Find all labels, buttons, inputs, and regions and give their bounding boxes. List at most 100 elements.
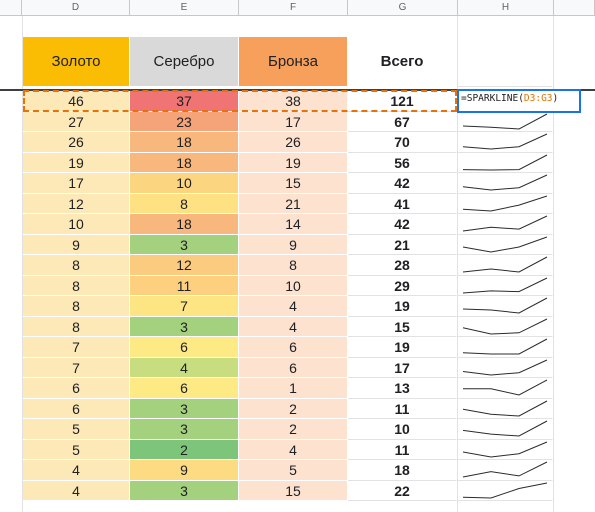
sparkline-cell[interactable] (458, 193, 553, 214)
cell-bronze[interactable]: 5 (239, 460, 348, 481)
cell-gold[interactable]: 8 (23, 296, 130, 317)
cell-silver[interactable]: 10 (130, 173, 239, 194)
cell-gold[interactable]: 12 (23, 193, 130, 214)
cell-silver[interactable]: 3 (130, 480, 239, 501)
cell-total[interactable]: 121 (348, 91, 457, 112)
cell-bronze[interactable]: 9 (239, 234, 348, 255)
cell-total[interactable]: 42 (348, 214, 457, 235)
cell-bronze[interactable]: 6 (239, 337, 348, 358)
column-header-f[interactable]: F (239, 0, 348, 16)
sparkline-cell[interactable] (458, 378, 553, 399)
sparkline-cell[interactable] (458, 398, 553, 419)
cell-silver[interactable]: 3 (130, 316, 239, 337)
cell-gold[interactable]: 4 (23, 460, 130, 481)
cell-bronze[interactable]: 4 (239, 316, 348, 337)
header-silver[interactable]: Серебро (130, 37, 239, 87)
header-bronze[interactable]: Бронза (239, 37, 348, 87)
cell-gold[interactable]: 8 (23, 275, 130, 296)
column-header-g[interactable]: G (348, 0, 458, 16)
cell-silver[interactable]: 18 (130, 152, 239, 173)
cell-bronze[interactable]: 15 (239, 173, 348, 194)
cell-silver[interactable]: 18 (130, 214, 239, 235)
cell-silver[interactable]: 3 (130, 419, 239, 440)
sparkline-cell[interactable] (458, 337, 553, 358)
cell-total[interactable]: 10 (348, 419, 457, 440)
sparkline-cell[interactable] (458, 439, 553, 460)
cell-total[interactable]: 13 (348, 378, 457, 399)
cell-gold[interactable]: 5 (23, 439, 130, 460)
cell-bronze[interactable]: 14 (239, 214, 348, 235)
cell-gold[interactable]: 9 (23, 234, 130, 255)
cell-total[interactable]: 21 (348, 234, 457, 255)
cell-gold[interactable]: 46 (23, 91, 130, 112)
cell-bronze[interactable]: 2 (239, 419, 348, 440)
cell-gold[interactable]: 10 (23, 214, 130, 235)
sparkline-cell[interactable] (458, 460, 553, 481)
cell-silver[interactable]: 11 (130, 275, 239, 296)
cell-silver[interactable]: 23 (130, 111, 239, 132)
sparkline-cell[interactable] (458, 173, 553, 194)
cell-gold[interactable]: 4 (23, 480, 130, 501)
cell-total[interactable]: 22 (348, 480, 457, 501)
cell-silver[interactable]: 6 (130, 378, 239, 399)
cell-bronze[interactable]: 21 (239, 193, 348, 214)
cell-silver[interactable]: 8 (130, 193, 239, 214)
header-h-empty[interactable] (458, 37, 553, 87)
cell-total[interactable]: 29 (348, 275, 457, 296)
header-gold[interactable]: Золото (23, 37, 130, 87)
sparkline-cell[interactable] (458, 111, 553, 132)
cell-silver[interactable]: 4 (130, 357, 239, 378)
cell-bronze[interactable]: 38 (239, 91, 348, 112)
cell-bronze[interactable]: 26 (239, 132, 348, 153)
cell-gold[interactable]: 6 (23, 378, 130, 399)
cell-silver[interactable]: 37 (130, 91, 239, 112)
sparkline-cell[interactable] (458, 419, 553, 440)
sparkline-cell[interactable] (458, 316, 553, 337)
column-header-e[interactable]: E (130, 0, 239, 16)
cell-total[interactable]: 41 (348, 193, 457, 214)
cell-gold[interactable]: 8 (23, 255, 130, 276)
cell-silver[interactable]: 7 (130, 296, 239, 317)
sparkline-cell[interactable] (458, 275, 553, 296)
cell-silver[interactable]: 2 (130, 439, 239, 460)
cell-gold[interactable]: 17 (23, 173, 130, 194)
cell-total[interactable]: 19 (348, 337, 457, 358)
cell-gold[interactable]: 7 (23, 337, 130, 358)
sparkline-cell[interactable] (458, 132, 553, 153)
cell-total[interactable]: 11 (348, 439, 457, 460)
sparkline-cell[interactable] (458, 255, 553, 276)
cell-bronze[interactable]: 8 (239, 255, 348, 276)
cell-total[interactable]: 19 (348, 296, 457, 317)
cell-bronze[interactable]: 1 (239, 378, 348, 399)
cell-gold[interactable]: 27 (23, 111, 130, 132)
cell-silver[interactable]: 6 (130, 337, 239, 358)
cell-bronze[interactable]: 4 (239, 296, 348, 317)
cell-bronze[interactable]: 19 (239, 152, 348, 173)
cell-gold[interactable]: 5 (23, 419, 130, 440)
cell-silver[interactable]: 3 (130, 398, 239, 419)
cell-total[interactable]: 18 (348, 460, 457, 481)
cell-gold[interactable]: 26 (23, 132, 130, 153)
active-cell-formula[interactable]: =SPARKLINE(D3:G3) (457, 89, 581, 113)
cell-total[interactable]: 42 (348, 173, 457, 194)
cell-total[interactable]: 17 (348, 357, 457, 378)
cell-bronze[interactable]: 17 (239, 111, 348, 132)
header-total[interactable]: Всего (348, 37, 457, 87)
cell-silver[interactable]: 3 (130, 234, 239, 255)
cell-gold[interactable]: 8 (23, 316, 130, 337)
sparkline-cell[interactable] (458, 234, 553, 255)
sparkline-cell[interactable] (458, 214, 553, 235)
column-header-h[interactable]: H (458, 0, 554, 16)
cell-gold[interactable]: 7 (23, 357, 130, 378)
cell-total[interactable]: 11 (348, 398, 457, 419)
cell-gold[interactable]: 19 (23, 152, 130, 173)
cell-bronze[interactable]: 15 (239, 480, 348, 501)
cell-bronze[interactable]: 6 (239, 357, 348, 378)
cell-bronze[interactable]: 4 (239, 439, 348, 460)
cell-silver[interactable]: 12 (130, 255, 239, 276)
cell-silver[interactable]: 9 (130, 460, 239, 481)
cell-bronze[interactable]: 2 (239, 398, 348, 419)
sparkline-cell[interactable] (458, 480, 553, 501)
cell-gold[interactable]: 6 (23, 398, 130, 419)
cell-silver[interactable]: 18 (130, 132, 239, 153)
